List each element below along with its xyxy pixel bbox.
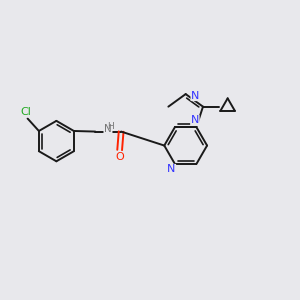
Text: O: O xyxy=(116,152,124,161)
Text: N: N xyxy=(191,91,200,100)
Text: H: H xyxy=(107,122,114,131)
Text: Cl: Cl xyxy=(21,107,32,117)
Text: N: N xyxy=(191,116,199,125)
Text: N: N xyxy=(167,164,176,174)
Text: N: N xyxy=(104,124,112,134)
